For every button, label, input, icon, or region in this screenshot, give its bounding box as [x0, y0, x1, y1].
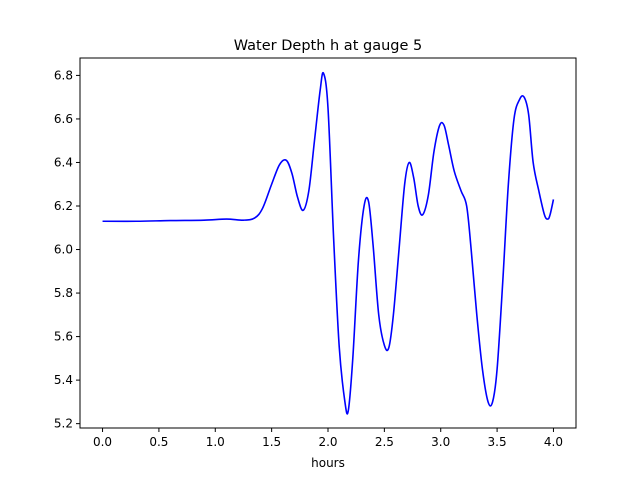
x-tick-label: 3.0 [431, 435, 450, 449]
y-tick-label: 5.8 [54, 286, 73, 300]
x-ticks: 0.0 0.5 1.0 1.5 2.0 2.5 3.0 3.5 4.0 [93, 428, 563, 449]
y-tick-label: 6.4 [54, 155, 73, 169]
y-tick-label: 5.2 [54, 417, 73, 431]
y-tick-label: 5.6 [54, 330, 73, 344]
x-tick-label: 4.0 [544, 435, 563, 449]
y-tick-label: 6.0 [54, 243, 73, 257]
y-tick-label: 5.4 [54, 373, 73, 387]
x-tick-label: 2.5 [375, 435, 394, 449]
plot-frame [79, 57, 577, 429]
series-layer [102, 71, 555, 415]
y-tick-label: 6.2 [54, 199, 73, 213]
x-axis-label: hours [311, 456, 345, 470]
x-tick-label: 1.0 [206, 435, 225, 449]
y-tick-label: 6.6 [54, 112, 73, 126]
x-tick-label: 2.0 [318, 435, 337, 449]
x-tick-label: 3.5 [488, 435, 507, 449]
series-line-0 [102, 71, 555, 415]
x-tick-label: 0.0 [93, 435, 112, 449]
y-tick-label: 6.8 [54, 68, 73, 82]
x-tick-label: 1.5 [262, 435, 281, 449]
x-tick-label: 0.5 [149, 435, 168, 449]
chart-title: Water Depth h at gauge 5 [234, 38, 422, 54]
y-ticks: 5.2 5.4 5.6 5.8 6.0 6.2 6.4 6.6 6.8 [54, 68, 80, 431]
